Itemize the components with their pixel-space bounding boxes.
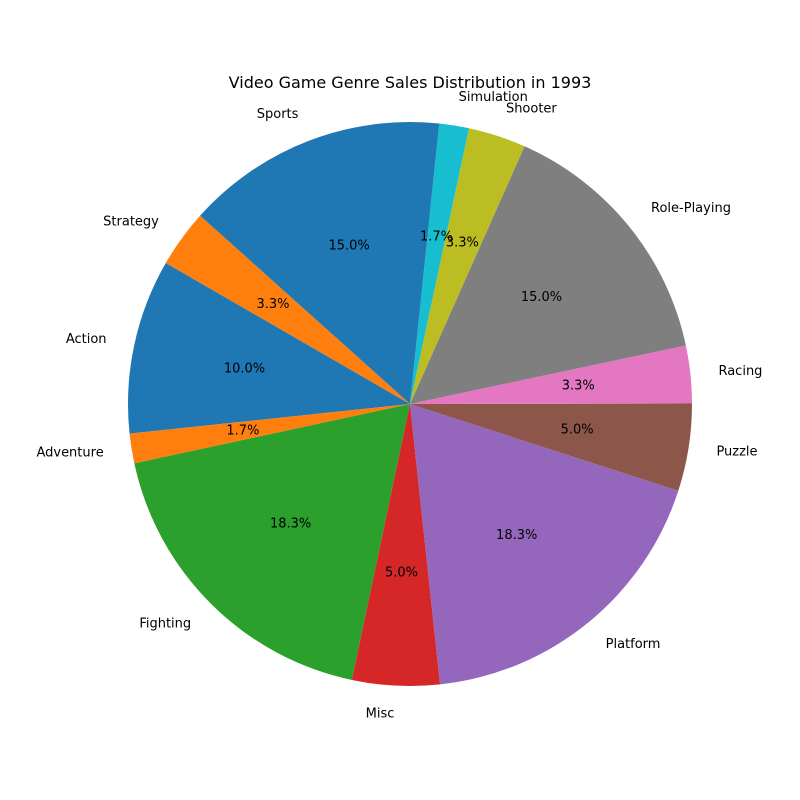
pie-slice-role-playing — [410, 146, 686, 404]
category-label-shooter: Shooter — [506, 102, 557, 117]
percent-label-racing: 3.3% — [562, 379, 595, 394]
percent-label-fighting: 18.3% — [270, 516, 311, 531]
pie-slice-fighting — [134, 404, 411, 680]
pie-slice-simulation — [410, 123, 469, 404]
pie-slices — [127, 122, 692, 686]
percent-label-adventure: 1.7% — [226, 423, 259, 438]
percent-label-sports: 15.0% — [328, 239, 369, 254]
percent-label-misc: 5.0% — [385, 565, 418, 580]
pie-slice-shooter — [410, 128, 525, 405]
pie-slice-misc — [351, 404, 441, 686]
chart-title: Video Game Genre Sales Distribution in 1… — [229, 73, 592, 92]
category-label-strategy: Strategy — [103, 214, 159, 229]
pie-slice-strategy — [165, 215, 410, 404]
category-label-fighting: Fighting — [139, 616, 191, 631]
category-label-platform: Platform — [606, 637, 661, 652]
pie-slice-platform — [410, 404, 679, 685]
pie-slice-sports — [200, 122, 440, 404]
percent-label-puzzle: 5.0% — [561, 423, 594, 438]
category-label-sports: Sports — [257, 107, 299, 122]
category-label-misc: Misc — [366, 706, 395, 721]
percent-label-platform: 18.3% — [496, 528, 537, 543]
percent-label-strategy: 3.3% — [257, 297, 290, 312]
percent-label-shooter: 3.3% — [446, 236, 479, 251]
category-label-role-playing: Role-Playing — [651, 201, 731, 216]
pie-slice-adventure — [129, 404, 410, 464]
category-label-action: Action — [66, 332, 107, 347]
category-label-adventure: Adventure — [36, 446, 103, 461]
percent-label-role-playing: 15.0% — [521, 290, 562, 305]
percent-label-simulation: 1.7% — [420, 229, 453, 244]
category-label-simulation: Simulation — [459, 90, 528, 105]
pie-slice-puzzle — [410, 403, 692, 491]
pie-labels: Action 10.0% Adventure 1.7% Fighting 18.3% Mis… — [36, 90, 762, 721]
category-label-puzzle: Puzzle — [716, 445, 757, 460]
pie-slice-racing — [410, 345, 692, 404]
category-label-racing: Racing — [718, 364, 762, 379]
pie-slice-action — [127, 263, 411, 434]
percent-label-action: 10.0% — [224, 361, 265, 376]
